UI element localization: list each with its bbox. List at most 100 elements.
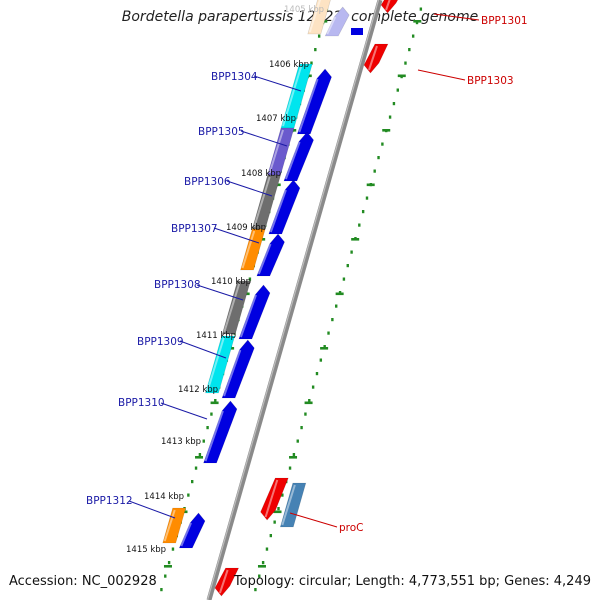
feature-highlight: [180, 522, 192, 547]
gene-label-bpp1307[interactable]: BPP1307: [171, 223, 218, 235]
track-major-tick: [195, 456, 204, 459]
track-tick: [311, 385, 315, 389]
cds-arrow-bpp1310[interactable]: [203, 400, 238, 464]
track-tick: [388, 115, 392, 119]
genome-title: Bordetella parapertussis 12822, complete…: [121, 9, 479, 25]
track-tick: [377, 156, 380, 160]
track-tick: [164, 574, 167, 578]
gene-label-bpp1305[interactable]: BPP1305: [198, 126, 245, 138]
cds-arrow-bpp1309[interactable]: [221, 339, 255, 399]
cds-arrow-bpp1303[interactable]: [363, 43, 389, 74]
cog-feature-top[interactable]: [307, 0, 332, 35]
track-tick: [419, 7, 423, 11]
track-tick: [248, 277, 252, 281]
feature-highlight: [281, 484, 296, 526]
cds-arrow-top[interactable]: [324, 6, 350, 37]
gene-leader-line: [289, 512, 338, 528]
track-tick: [335, 304, 338, 308]
track-major-tick: [366, 183, 375, 187]
cog-feature-proc[interactable]: [279, 482, 307, 528]
gene-label-bpp1301[interactable]: BPP1301: [481, 15, 528, 27]
track-tick: [202, 439, 205, 443]
gene-label-bpp1308[interactable]: BPP1308: [154, 279, 201, 291]
track-tick: [198, 453, 202, 457]
cog-feature-bpp1308[interactable]: [221, 280, 251, 335]
track-major-tick: [304, 401, 313, 405]
cds-arrow-proc[interactable]: [260, 477, 289, 521]
gene-leader-line: [417, 69, 466, 81]
track-tick: [277, 507, 280, 511]
feature-highlight: [206, 337, 225, 392]
cog-feature-bpp1312[interactable]: [162, 507, 187, 544]
kbp-label: 1410 kbp: [211, 277, 251, 287]
feature-highlight: [257, 243, 272, 275]
track-tick: [365, 196, 369, 200]
track-tick: [265, 547, 269, 551]
gene-leader-line: [196, 284, 244, 301]
track-tick: [206, 426, 209, 430]
feature-highlight: [264, 479, 279, 518]
cds-arrow-bpp1312[interactable]: [178, 512, 206, 549]
track-major-tick: [289, 456, 298, 459]
cog-feature-bpp1307[interactable]: [240, 228, 266, 271]
feature-highlight: [284, 141, 301, 180]
track-major-tick: [320, 347, 329, 350]
cds-arrow-bpp1308[interactable]: [238, 284, 271, 340]
gene-label-bpp1304[interactable]: BPP1304: [211, 71, 258, 83]
gene-leader-line: [179, 340, 227, 359]
kbp-label: 1409 kbp: [226, 223, 266, 233]
feature-highlight: [218, 569, 229, 594]
gene-label-proc[interactable]: proC: [339, 522, 364, 534]
gene-leader-line: [240, 130, 288, 147]
gene-label-bpp1303[interactable]: BPP1303: [467, 75, 514, 87]
cds-arrow-bpp1301[interactable]: [380, 0, 403, 14]
track-tick: [304, 412, 307, 416]
kbp-label: 1405 kbp: [284, 5, 324, 15]
gene-label-bpp1312[interactable]: BPP1312: [86, 495, 133, 507]
feature-highlight: [223, 349, 242, 397]
track-tick: [404, 61, 407, 65]
track-major-tick: [257, 565, 266, 568]
cds-arrow-bpp1305[interactable]: [283, 131, 314, 182]
track-tick: [296, 439, 299, 443]
gene-label-bpp1306[interactable]: BPP1306: [184, 176, 231, 188]
gene-label-bpp1310[interactable]: BPP1310: [118, 397, 165, 409]
track-tick: [331, 318, 334, 322]
cds-arrow-top-tail: [351, 28, 363, 35]
kbp-label: 1412 kbp: [178, 385, 218, 395]
feature-highlight: [268, 129, 284, 174]
track-tick: [288, 466, 292, 470]
kbp-label: 1406 kbp: [269, 60, 309, 70]
track-tick: [310, 61, 313, 65]
gene-label-bpp1309[interactable]: BPP1309: [137, 336, 184, 348]
track-tick: [273, 520, 276, 524]
cds-arrow-bpp1304[interactable]: [296, 68, 332, 135]
cog-feature-bpp1309[interactable]: [205, 335, 236, 394]
track-tick: [342, 277, 346, 281]
track-tick: [350, 250, 353, 254]
track-major-tick: [382, 129, 391, 132]
track-tick: [361, 210, 365, 214]
cds-arrow-bpp1306[interactable]: [268, 179, 301, 235]
backbone-highlight: [206, 0, 380, 600]
track-tick: [261, 561, 265, 565]
track-tick: [194, 466, 198, 470]
track-tick: [167, 561, 171, 565]
track-tick: [411, 34, 415, 38]
track-tick: [258, 574, 261, 578]
cds-arrow-bpp1307[interactable]: [256, 233, 285, 277]
feature-highlight: [308, 0, 322, 33]
accession-label: Accession: NC_002928: [9, 574, 157, 589]
track-tick: [187, 493, 190, 497]
kbp-label: 1407 kbp: [256, 114, 296, 124]
track-tick: [314, 48, 317, 52]
track-tick: [281, 493, 284, 497]
feature-highlight: [326, 16, 337, 35]
track-tick: [317, 34, 321, 38]
track-tick: [254, 588, 257, 592]
cds-arrow-bottom[interactable]: [214, 567, 240, 597]
track-tick: [392, 102, 396, 106]
track-tick: [346, 264, 349, 268]
